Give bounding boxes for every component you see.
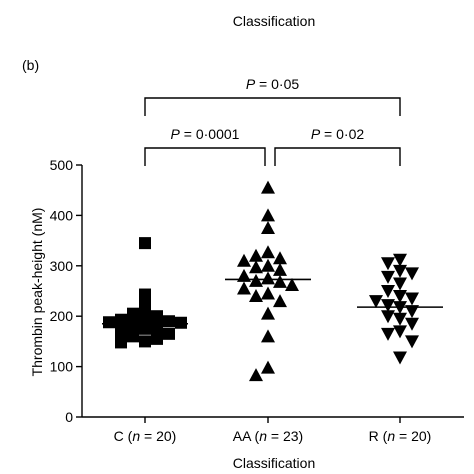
bracket-AA-R [274, 147, 401, 166]
point-R-8 [405, 292, 419, 306]
point-AA-0 [261, 180, 275, 194]
y-tick-label-4: 400 [50, 207, 74, 223]
point-R-19 [393, 351, 407, 365]
point-C-18 [139, 335, 151, 348]
y-tick-label-2: 200 [50, 308, 74, 324]
point-C-9 [175, 316, 187, 329]
point-R-0 [393, 253, 407, 267]
y-axis-label: Thrombin peak-height (nM) [29, 208, 45, 377]
point-R-14 [393, 312, 407, 326]
panel-label: (b) [22, 57, 39, 73]
point-C-2 [139, 300, 151, 313]
y-tick-label-3: 300 [50, 258, 74, 274]
point-C-19 [115, 336, 127, 349]
point-C-14 [115, 325, 127, 338]
point-AA-2 [261, 221, 275, 234]
point-C-3 [127, 307, 139, 320]
point-AA-22 [249, 368, 263, 382]
x-tick-label-C: C (n = 20) [114, 428, 177, 444]
point-R-7 [393, 290, 407, 304]
p-value-C-R: P = 0·05 [246, 76, 300, 92]
point-R-4 [381, 270, 395, 284]
y-tick-label-5: 500 [50, 157, 74, 173]
point-R-2 [393, 264, 407, 278]
bracket-C-R [144, 97, 401, 116]
point-AA-13 [273, 274, 287, 288]
point-C-8 [103, 316, 115, 329]
point-AA-4 [249, 248, 263, 262]
point-R-10 [381, 299, 395, 313]
point-AA-7 [261, 258, 275, 272]
y-tick-label-1: 100 [50, 359, 74, 375]
p-value-C-AA: P = 0·0001 [171, 126, 240, 142]
point-R-5 [393, 277, 407, 291]
point-R-3 [405, 267, 419, 281]
bracket-C-AA [144, 147, 266, 166]
point-C-15 [163, 327, 175, 340]
x-tick-label-R: R (n = 20) [369, 428, 432, 444]
point-AA-1 [261, 208, 275, 222]
point-C-6 [115, 313, 127, 326]
point-R-9 [369, 295, 383, 309]
point-R-12 [405, 305, 419, 319]
point-AA-3 [261, 245, 275, 259]
point-R-13 [381, 310, 395, 324]
point-R-6 [381, 285, 395, 298]
point-AA-9 [273, 262, 287, 276]
point-AA-5 [273, 251, 287, 265]
y-tick-label-0: 0 [65, 409, 73, 425]
point-AA-6 [237, 253, 251, 267]
point-R-1 [381, 257, 395, 271]
point-C-1 [139, 288, 151, 301]
top-panel-xlabel: Classification [233, 13, 315, 29]
point-AA-19 [261, 306, 275, 320]
point-C-0 [139, 237, 151, 250]
point-C-7 [163, 315, 175, 328]
point-C-11 [127, 319, 139, 332]
point-AA-21 [261, 360, 275, 374]
point-AA-15 [237, 281, 251, 295]
point-C-13 [139, 322, 151, 335]
point-R-16 [393, 325, 407, 339]
point-AA-12 [249, 273, 263, 287]
point-C-4 [151, 310, 163, 323]
point-AA-18 [273, 294, 287, 308]
point-AA-20 [261, 329, 275, 343]
point-R-18 [405, 335, 419, 349]
point-C-17 [151, 332, 163, 345]
point-AA-14 [285, 277, 299, 291]
x-tick-label-AA: AA (n = 23) [233, 428, 303, 444]
plot-area: 0 100 200 300 400 500 C (n = 20) AA (n = 23) R (… [50, 76, 464, 444]
point-R-17 [381, 327, 395, 341]
point-R-15 [405, 317, 419, 331]
p-value-AA-R: P = 0·02 [311, 126, 365, 142]
point-AA-8 [249, 260, 263, 274]
x-axis-label: Classification [233, 455, 315, 471]
point-AA-11 [261, 271, 275, 285]
point-C-16 [127, 330, 139, 343]
point-AA-17 [249, 289, 263, 303]
point-AA-16 [261, 286, 275, 300]
